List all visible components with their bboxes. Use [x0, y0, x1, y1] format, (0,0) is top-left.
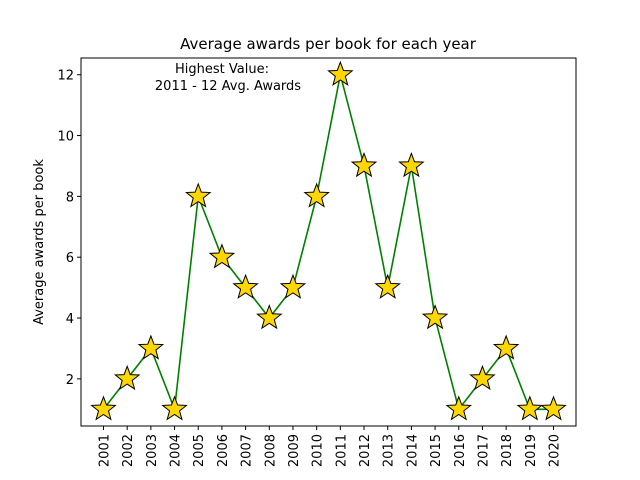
- star-marker: [113, 364, 141, 391]
- x-tick-label: 2018: [500, 434, 515, 467]
- x-tick-label: 2004: [169, 434, 184, 467]
- plot-frame: [80, 57, 577, 427]
- star-marker: [445, 395, 473, 421]
- x-tick-label: 2002: [121, 434, 136, 467]
- x-tick-label: 2011: [334, 434, 349, 467]
- star-marker: [516, 395, 544, 421]
- x-tick-label: 2012: [358, 434, 373, 467]
- star-marker: [398, 152, 425, 178]
- x-tick-label: 2009: [287, 434, 302, 467]
- x-tick-label: 2008: [263, 434, 278, 467]
- star-marker: [421, 304, 449, 330]
- chart-title: Average awards per book for each year: [180, 35, 477, 53]
- x-tick-label: 2020: [548, 434, 563, 467]
- star-marker: [540, 395, 567, 421]
- x-tick-label: 2016: [453, 434, 468, 467]
- x-tick-label: 2019: [524, 434, 539, 467]
- star-marker: [492, 334, 520, 360]
- x-tick-label: 2005: [192, 434, 207, 467]
- star-marker: [232, 273, 259, 299]
- x-tick-label: 2013: [382, 434, 397, 467]
- y-tick-label: 6: [66, 251, 74, 266]
- y-tick-label: 10: [57, 130, 74, 145]
- star-marker: [184, 182, 212, 208]
- annotation: Highest Value:: [175, 62, 269, 77]
- x-tick-label: 2017: [476, 434, 491, 467]
- star-marker: [161, 395, 188, 421]
- star-marker: [374, 273, 401, 299]
- y-tick-label: 12: [57, 69, 74, 84]
- x-tick-label: 2014: [405, 434, 420, 467]
- star-marker: [327, 60, 354, 86]
- star-marker: [303, 182, 330, 208]
- star-marker: [279, 273, 307, 299]
- y-tick-label: 2: [66, 373, 74, 388]
- x-tick-label: 2007: [240, 434, 255, 467]
- star-marker: [90, 395, 117, 421]
- x-tick-label: 2015: [429, 434, 444, 467]
- star-marker: [350, 152, 378, 178]
- y-tick-label: 8: [66, 190, 74, 205]
- x-tick-label: 2010: [311, 434, 326, 467]
- annotation: 2011 - 12 Avg. Awards: [155, 79, 301, 94]
- x-tick-label: 2003: [145, 434, 160, 467]
- star-marker: [256, 304, 283, 330]
- star-marker: [469, 364, 496, 391]
- y-axis-label: Average awards per book: [32, 159, 47, 325]
- line: [102, 74, 554, 412]
- star-marker: [208, 243, 236, 269]
- y-tick-label: 4: [66, 312, 74, 327]
- x-tick-label: 2001: [98, 434, 113, 467]
- star-marker: [137, 334, 165, 360]
- x-tick-label: 2006: [216, 434, 231, 467]
